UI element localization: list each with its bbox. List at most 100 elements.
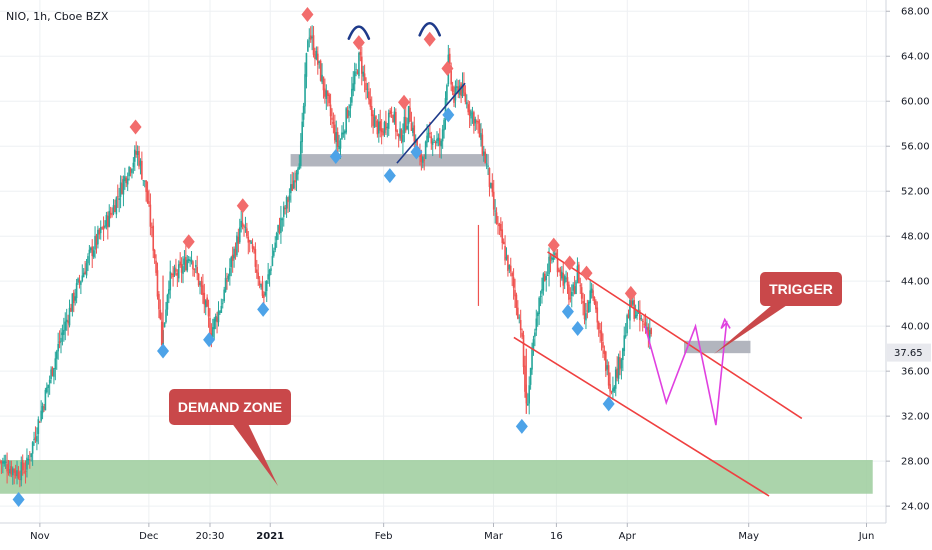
candle-body bbox=[369, 99, 372, 107]
candle-body bbox=[346, 110, 349, 118]
candle-body bbox=[359, 52, 362, 55]
candle-body bbox=[67, 320, 69, 324]
candle-body bbox=[0, 461, 3, 464]
candle-body bbox=[241, 222, 244, 226]
candle-body bbox=[498, 224, 501, 227]
candle-body bbox=[460, 83, 462, 96]
time-axis[interactable]: Nov Dec 20:30 2021 Feb Mar 16 Apr May Jun bbox=[30, 523, 874, 542]
candle-body bbox=[247, 236, 250, 243]
trigger-callout-label: TRIGGER bbox=[769, 281, 833, 297]
candle-body bbox=[379, 121, 382, 131]
candle-body bbox=[82, 272, 85, 278]
candle-body bbox=[446, 85, 448, 100]
candle-body bbox=[643, 323, 645, 325]
candle-body bbox=[553, 253, 556, 255]
x-tick-label: Feb bbox=[375, 531, 393, 542]
candle-body bbox=[277, 225, 279, 233]
demand-zone-callout-box bbox=[169, 389, 291, 425]
trough-marker bbox=[442, 107, 455, 123]
candle-body bbox=[219, 311, 221, 313]
candle-body bbox=[285, 197, 288, 209]
candle-body bbox=[431, 141, 434, 145]
candle-body bbox=[365, 83, 367, 90]
candle-body bbox=[159, 309, 162, 319]
candle-body bbox=[80, 281, 82, 285]
candle-body bbox=[509, 265, 512, 272]
candle-body bbox=[180, 264, 183, 273]
candle-body bbox=[60, 337, 62, 342]
candle-body bbox=[490, 182, 492, 188]
candle-body bbox=[108, 210, 111, 227]
candle-body bbox=[521, 332, 523, 337]
last-price-tag bbox=[887, 343, 931, 362]
candle-body bbox=[28, 459, 31, 461]
candle-body bbox=[348, 110, 350, 116]
candle-body bbox=[282, 206, 285, 217]
trough-marker bbox=[561, 304, 574, 320]
candle-body bbox=[437, 137, 440, 141]
candle-body bbox=[593, 297, 596, 304]
candle-body bbox=[237, 236, 240, 244]
candle-body bbox=[287, 199, 289, 203]
candle-body bbox=[468, 109, 471, 116]
candle-body bbox=[124, 176, 126, 182]
candle-body bbox=[202, 285, 204, 295]
candle-body bbox=[541, 289, 543, 294]
candle-body bbox=[607, 365, 610, 386]
drawing-lines bbox=[347, 21, 803, 497]
candle-body bbox=[338, 145, 340, 150]
candle-body bbox=[526, 403, 529, 406]
candle-body bbox=[78, 279, 81, 283]
candle-body bbox=[292, 180, 295, 189]
candle-body bbox=[579, 285, 582, 287]
candle-body bbox=[339, 140, 342, 149]
candle-body bbox=[307, 40, 309, 52]
candle-body bbox=[160, 321, 163, 345]
price-axis[interactable]: 24.00 28.00 32.00 36.00 40.00 44.00 48.00 52.00… bbox=[886, 7, 931, 513]
candle-body bbox=[253, 247, 255, 250]
y-tick-label: 44.00 bbox=[901, 277, 930, 288]
candle-body bbox=[507, 255, 509, 271]
candle-body bbox=[555, 252, 557, 257]
candle-body bbox=[451, 86, 454, 93]
candle-body bbox=[175, 268, 177, 272]
candle-body bbox=[349, 104, 352, 109]
candle-body bbox=[190, 259, 193, 263]
candle-body bbox=[630, 300, 633, 307]
candle-body bbox=[50, 369, 52, 379]
candle-body bbox=[529, 367, 532, 385]
candle-body bbox=[213, 318, 216, 330]
candle-body bbox=[600, 331, 603, 342]
candle-body bbox=[109, 212, 112, 215]
candle-body bbox=[626, 315, 628, 334]
candle-body bbox=[467, 104, 469, 113]
candle-body bbox=[204, 300, 207, 308]
candle-body bbox=[284, 207, 286, 210]
candle-body bbox=[183, 258, 186, 265]
candle-body bbox=[548, 256, 550, 275]
candle-body bbox=[456, 86, 458, 88]
candle-body bbox=[91, 246, 94, 257]
candle-body bbox=[275, 232, 278, 241]
candle-body bbox=[81, 275, 84, 282]
candle-body bbox=[397, 134, 400, 137]
candle-body bbox=[223, 289, 225, 302]
candle-body bbox=[138, 151, 140, 167]
candle-body bbox=[583, 303, 586, 320]
candle-body bbox=[629, 299, 631, 321]
candle-body bbox=[55, 351, 58, 359]
candle-body bbox=[149, 204, 152, 227]
candle-body bbox=[107, 215, 109, 228]
candle-body bbox=[153, 249, 156, 259]
candle-body bbox=[484, 151, 487, 164]
candle-body bbox=[482, 151, 485, 156]
candle-body bbox=[87, 256, 89, 264]
candle-body bbox=[88, 249, 91, 254]
candle-body bbox=[165, 309, 167, 323]
candle-body bbox=[27, 458, 30, 461]
candle-body bbox=[131, 169, 133, 174]
candle-body bbox=[273, 250, 275, 256]
candle-body bbox=[145, 180, 147, 192]
candle-body bbox=[610, 391, 613, 393]
